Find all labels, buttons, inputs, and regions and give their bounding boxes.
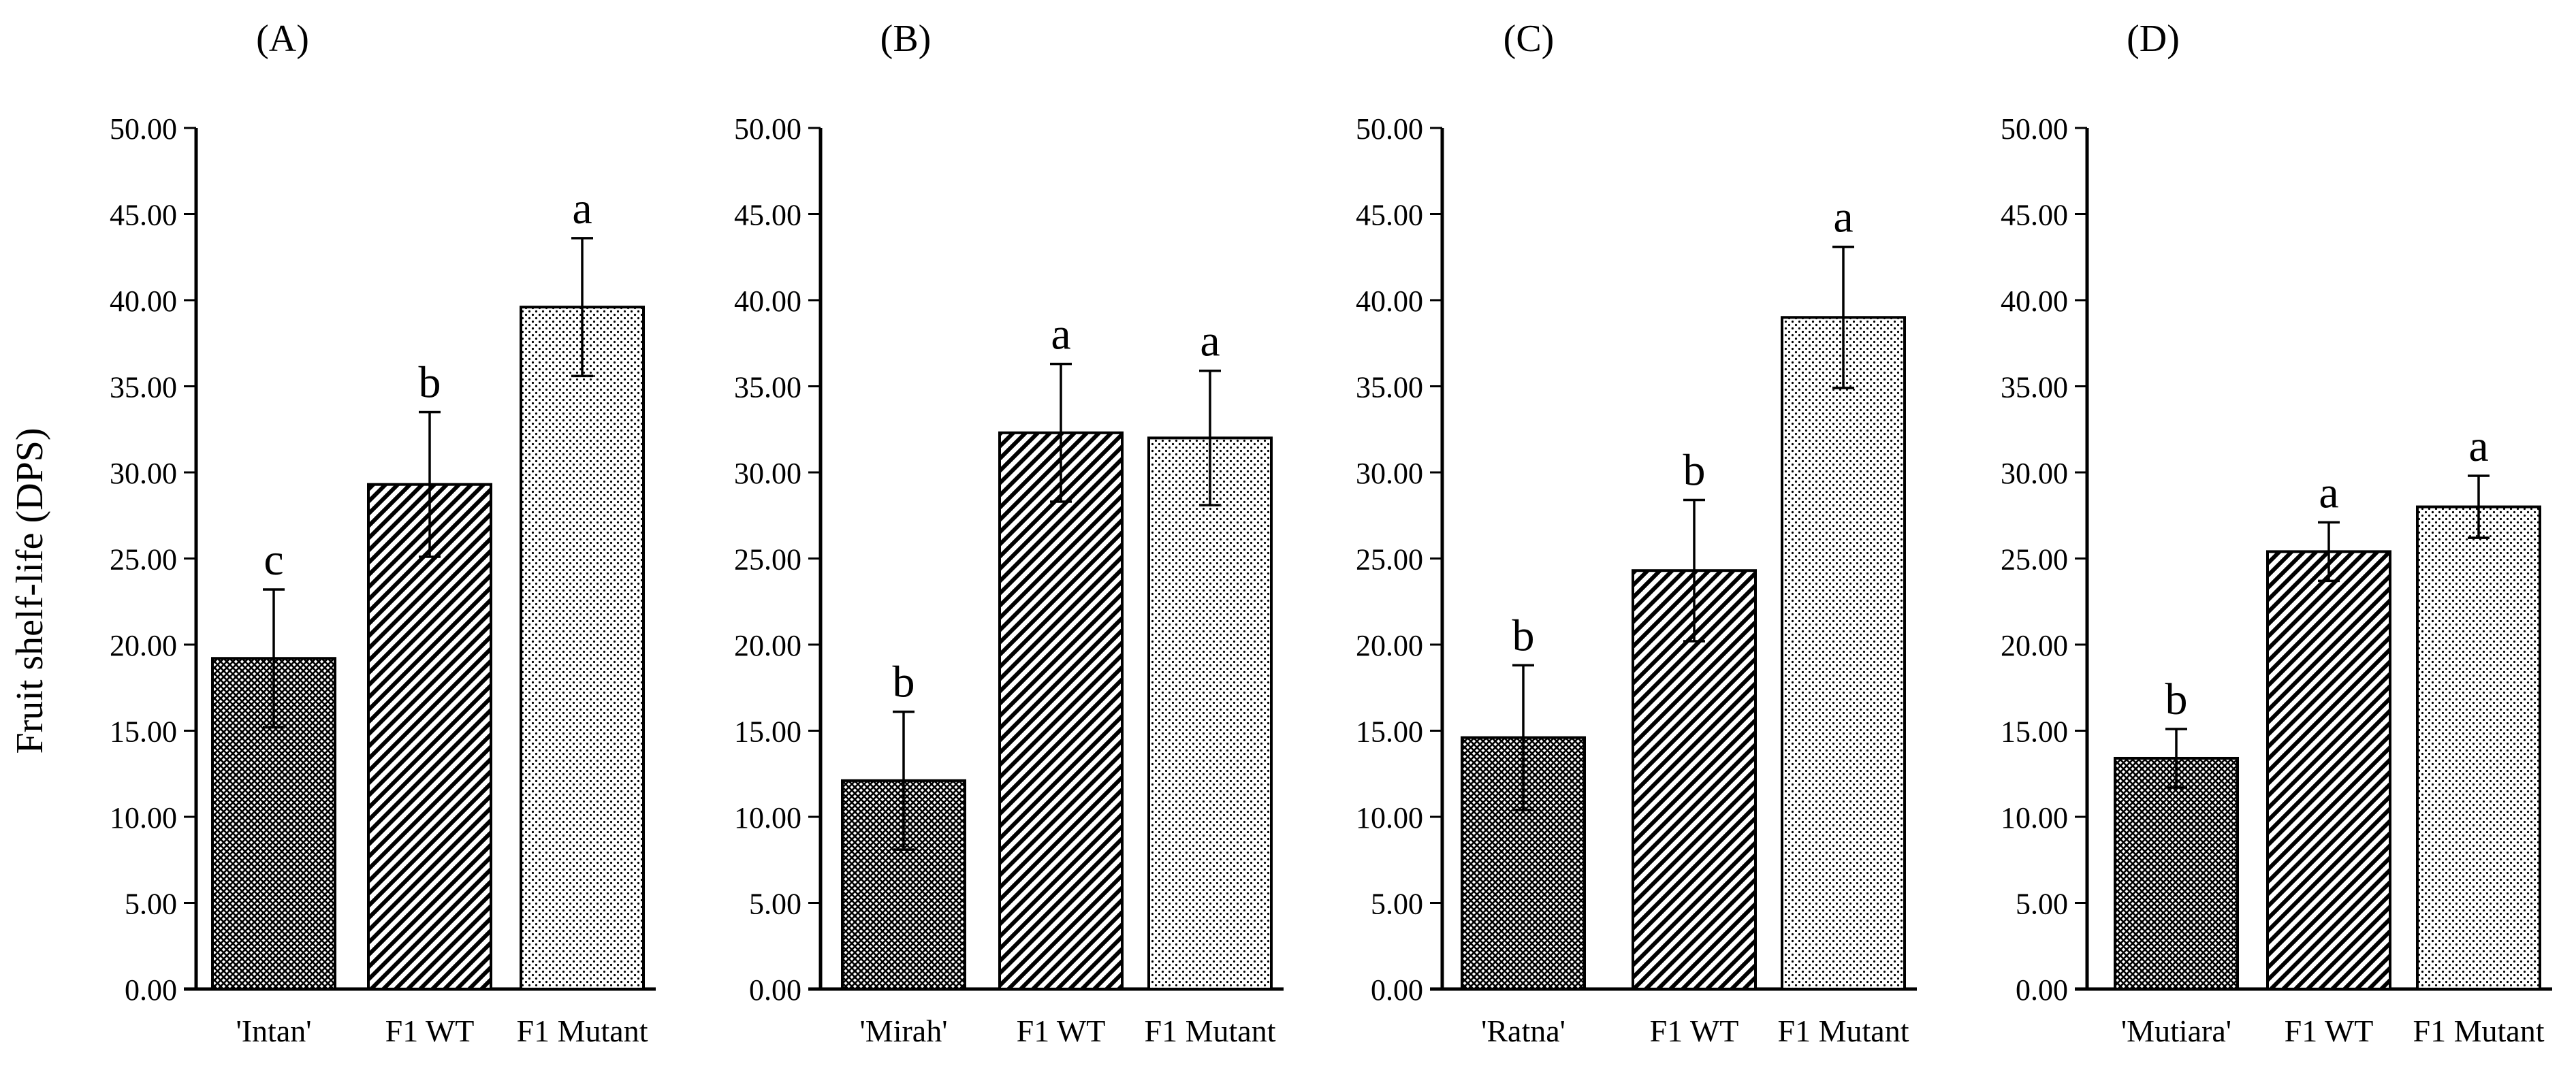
x-tick-label: 'Mirah' [860,1014,948,1048]
significance-letter: a [1051,310,1070,359]
significance-letter: a [572,184,592,233]
y-tick-label: 10.00 [1356,801,1423,835]
y-tick-label: 25.00 [734,543,801,577]
y-tick-label: 10.00 [734,801,801,835]
x-tick-label: F1 Mutant [1145,1014,1276,1048]
y-tick-label: 50.00 [110,112,177,146]
y-tick-label: 45.00 [1356,199,1423,232]
y-tick-label: 40.00 [110,285,177,318]
y-tick-label: 20.00 [1356,629,1423,662]
significance-letter: a [1833,193,1853,242]
y-tick-label: 50.00 [734,112,801,146]
x-tick-label: 'Mutiara' [2121,1014,2231,1048]
bar [998,431,1124,990]
y-tick-label: 0.00 [125,973,177,1007]
y-tick-label: 25.00 [110,543,177,577]
x-tick-label: F1 Mutant [2413,1014,2545,1048]
y-tick-label: 35.00 [110,371,177,404]
y-tick-label: 20.00 [734,629,801,662]
y-tick-label: 0.00 [749,973,801,1007]
bar [1147,436,1273,990]
x-tick-label: 'Ratna' [1481,1014,1565,1048]
significance-letter: b [2165,675,2188,724]
x-tick-label: 'Intan' [236,1014,311,1048]
y-tick-label: 5.00 [2016,888,2068,921]
panel-title: (D) [2127,18,2180,60]
bar [1781,316,1906,990]
y-tick-label: 5.00 [1371,888,1423,921]
y-tick-label: 50.00 [1356,112,1423,146]
significance-letter: b [1683,445,1706,495]
panel-b: (B) 0.00 5.00 10.00 15.00 20.00 25.00 30.00 35.0… [734,18,1284,1048]
y-tick-label: 35.00 [734,371,801,404]
y-tick-label: 5.00 [125,888,177,921]
y-tick-label: 5.00 [749,888,801,921]
y-tick-label: 50.00 [2001,112,2068,146]
significance-letter: b [1512,611,1535,660]
x-tick-label: F1 Mutant [517,1014,648,1048]
panel-title: (A) [256,18,309,60]
bar [2266,550,2391,990]
y-tick-label: 25.00 [2001,543,2068,577]
significance-letter: a [2468,421,2488,471]
y-tick-label: 0.00 [2016,973,2068,1007]
y-tick-label: 15.00 [110,715,177,749]
y-tick-label: 25.00 [1356,543,1423,577]
y-tick-label: 20.00 [110,629,177,662]
y-tick-label: 30.00 [2001,457,2068,490]
y-tick-label: 30.00 [734,457,801,490]
significance-letter: b [893,658,915,707]
y-tick-label: 15.00 [1356,715,1423,749]
x-tick-label: F1 WT [2285,1014,2374,1048]
significance-letter: a [1200,317,1220,366]
y-tick-label: 40.00 [734,285,801,318]
y-tick-label: 40.00 [1356,285,1423,318]
y-tick-label: 35.00 [2001,371,2068,404]
y-tick-label: 20.00 [2001,629,2068,662]
y-axis-label: Fruit shelf-life (DPS) [9,427,51,754]
y-tick-label: 15.00 [734,715,801,749]
panel-title: (C) [1504,18,1555,60]
bar [367,483,492,990]
x-tick-label: F1 WT [1017,1014,1106,1048]
y-tick-label: 40.00 [2001,285,2068,318]
x-tick-label: F1 WT [385,1014,475,1048]
y-tick-label: 0.00 [1371,973,1423,1007]
y-tick-label: 45.00 [2001,199,2068,232]
y-tick-label: 30.00 [1356,457,1423,490]
significance-letter: b [419,357,441,407]
panel-title: (B) [880,18,932,60]
y-tick-label: 10.00 [110,801,177,835]
y-tick-label: 30.00 [110,457,177,490]
significance-letter: c [264,535,283,585]
y-tick-label: 15.00 [2001,715,2068,749]
significance-letter: a [2319,468,2338,517]
y-tick-label: 10.00 [2001,801,2068,835]
y-tick-label: 45.00 [734,199,801,232]
y-tick-label: 35.00 [1356,371,1423,404]
bar [2114,756,2239,990]
bar [2416,505,2541,990]
panel-d: (D) 0.00 5.00 10.00 15.00 20.00 25.00 30.00 35.0… [2001,18,2552,1048]
x-tick-label: F1 Mutant [1778,1014,1909,1048]
panel-a: (A) 0.00 5.00 10.00 15.00 20.00 25.00 30.00 35.0… [110,18,656,1048]
y-tick-label: 45.00 [110,199,177,232]
x-tick-label: F1 WT [1650,1014,1739,1048]
bar [520,306,645,990]
panel-c: (C) 0.00 5.00 10.00 15.00 20.00 25.00 30.00 35.0… [1356,18,1917,1048]
